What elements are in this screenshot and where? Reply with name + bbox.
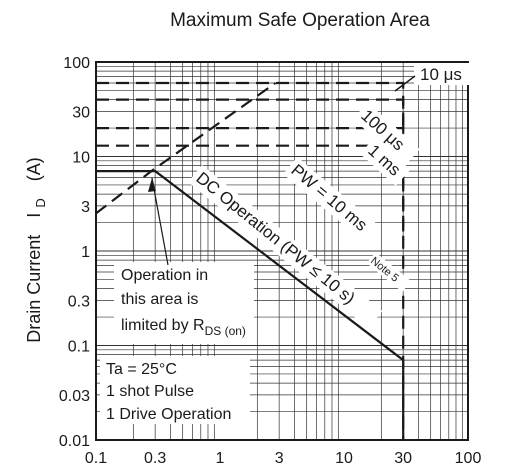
x-tick-label: 0.3 bbox=[144, 450, 166, 467]
y-axis-label: Drain Current I D (A) bbox=[24, 157, 49, 343]
y-axis-label-unit: (A) bbox=[24, 157, 44, 181]
y-tick-labels: 100 30 10 3 1 0.3 0.1 0.03 0.01 bbox=[59, 55, 90, 450]
y-tick-label: 0.03 bbox=[59, 388, 90, 405]
op-annotation-line3-text: limited by R bbox=[121, 317, 205, 334]
y-tick-label: 0.3 bbox=[68, 293, 90, 310]
y-tick-label: 1 bbox=[81, 244, 90, 261]
condition-temp: Ta = 25°C bbox=[106, 361, 177, 378]
x-tick-label: 1 bbox=[216, 450, 225, 467]
y-tick-label: 100 bbox=[63, 55, 90, 72]
op-annotation-line2: this area is bbox=[121, 291, 198, 308]
grid bbox=[96, 62, 468, 440]
x-tick-label: 0.1 bbox=[85, 450, 107, 467]
op-annotation-bg bbox=[114, 262, 254, 344]
label-1ms-bg bbox=[360, 137, 411, 186]
label-10us-bg bbox=[414, 63, 486, 85]
plot-frame bbox=[95, 61, 469, 441]
condition-drive: 1 Drive Operation bbox=[106, 406, 231, 423]
x-tick-label: 10 bbox=[335, 450, 353, 467]
condition-pulse: 1 shot Pulse bbox=[106, 383, 194, 400]
y-tick-label: 0.1 bbox=[68, 339, 90, 356]
y-tick-label: 10 bbox=[72, 150, 90, 167]
op-annotation-arrowhead bbox=[148, 178, 156, 192]
label-pw10ms-group: PW = 10 ms bbox=[283, 157, 376, 240]
op-annotation-line3: limited by RDS (on) bbox=[121, 317, 246, 338]
y-tick-label: 30 bbox=[72, 104, 90, 121]
y-axis-label-symbol: I bbox=[24, 213, 44, 218]
y-axis-label-subscript: D bbox=[33, 198, 48, 207]
label-note-bg bbox=[366, 252, 412, 293]
x-tick-label: 100 bbox=[455, 450, 482, 467]
label-pw10ms: PW = 10 ms bbox=[287, 161, 371, 235]
x-tick-label: 3 bbox=[275, 450, 284, 467]
y-axis-label-text: Drain Current bbox=[24, 235, 44, 343]
op-annotation-leader bbox=[151, 177, 169, 266]
label-dc-bg bbox=[188, 165, 383, 329]
conditions-bg bbox=[100, 356, 250, 424]
label-10us-leader bbox=[394, 75, 416, 92]
series-line bbox=[95, 82, 277, 215]
op-annotation-line1: Operation in bbox=[121, 267, 208, 284]
op-annotation-subscript: DS (on) bbox=[205, 324, 246, 338]
svg-text:Drain Current I D: Drain Current I D (A) bbox=[24, 157, 49, 343]
x-tick-label: 30 bbox=[394, 450, 412, 467]
y-tick-label: 3 bbox=[81, 199, 90, 216]
series-line bbox=[96, 81, 405, 440]
chart-title: Maximum Safe Operation Area bbox=[170, 10, 430, 31]
label-10us: 10 μs bbox=[420, 65, 462, 84]
label-100us-bg bbox=[353, 102, 420, 166]
y-tick-label: 0.01 bbox=[59, 433, 90, 450]
label-pw10ms-bg bbox=[283, 157, 376, 240]
x-tick-labels: 0.1 0.3 1 3 10 30 100 bbox=[85, 450, 482, 467]
